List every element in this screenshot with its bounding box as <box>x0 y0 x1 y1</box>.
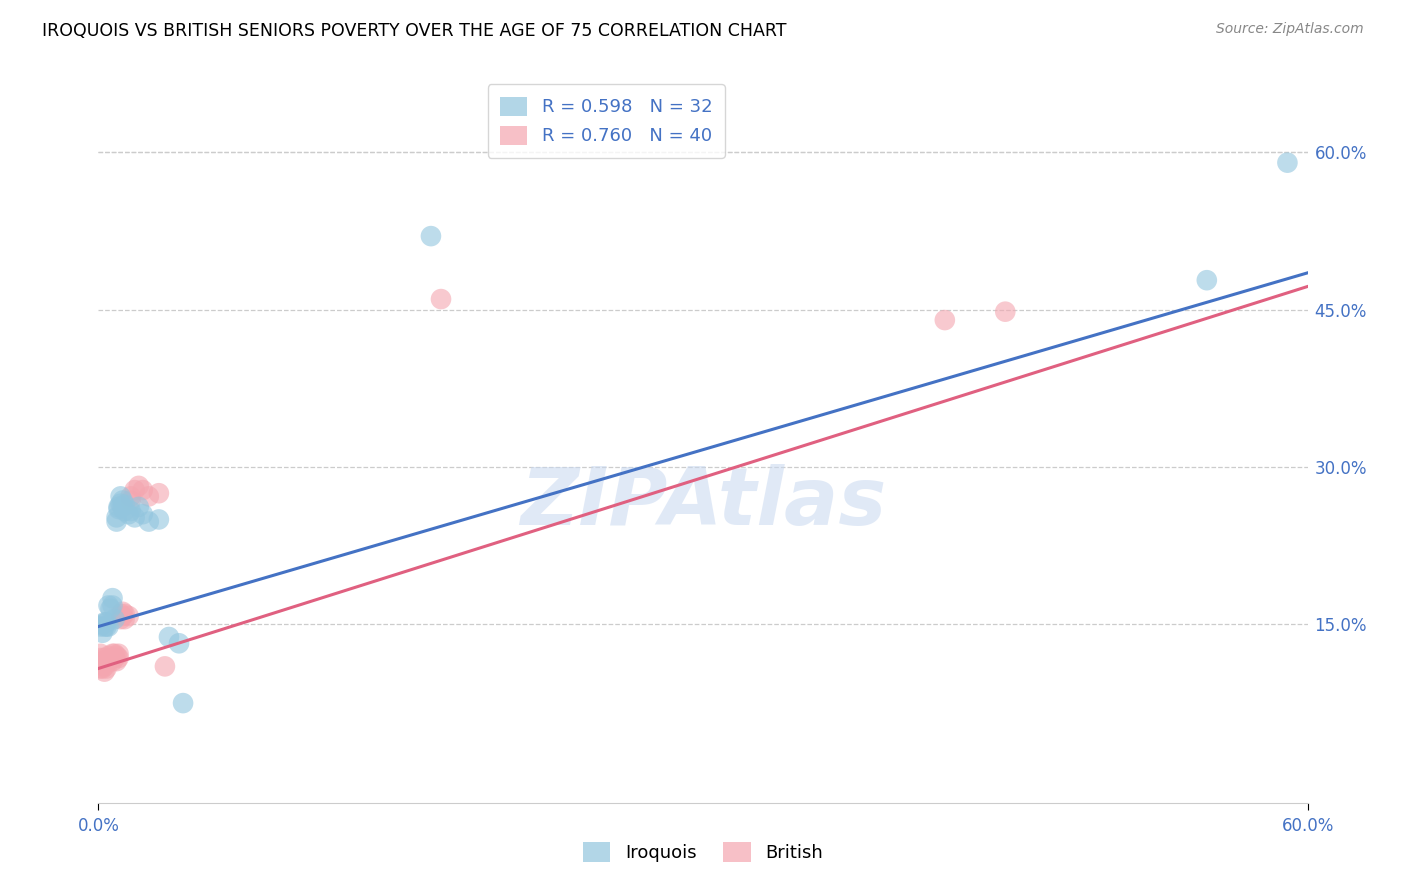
Point <box>120 504 142 518</box>
Point <box>91 617 114 632</box>
Point <box>110 489 132 503</box>
Point <box>111 609 134 624</box>
Point <box>96 661 118 675</box>
Point <box>110 607 132 621</box>
Point <box>1277 155 1299 169</box>
Point <box>96 619 118 633</box>
Point <box>101 599 124 613</box>
Point <box>101 654 124 668</box>
Point <box>132 483 155 497</box>
Point <box>934 313 956 327</box>
Point <box>91 654 114 668</box>
Point <box>420 229 443 244</box>
Point <box>120 493 142 508</box>
Point <box>107 647 129 661</box>
Point <box>107 651 129 665</box>
Point <box>105 648 128 663</box>
Point <box>107 502 129 516</box>
Point <box>148 512 170 526</box>
Point <box>89 657 111 672</box>
Point <box>101 591 124 606</box>
Point <box>1195 273 1218 287</box>
Point <box>153 659 176 673</box>
Point <box>167 636 190 650</box>
Point <box>114 498 136 512</box>
Point <box>93 619 115 633</box>
Point <box>103 651 125 665</box>
Point <box>118 507 141 521</box>
Point <box>138 515 160 529</box>
Point <box>111 500 134 514</box>
Point <box>93 659 115 673</box>
Point <box>157 630 180 644</box>
Point <box>93 615 115 630</box>
Point <box>114 504 136 518</box>
Point <box>97 619 120 633</box>
Point <box>105 654 128 668</box>
Point <box>124 483 146 497</box>
Legend: Iroquois, British: Iroquois, British <box>576 835 830 870</box>
Point <box>114 607 136 621</box>
Point <box>111 493 134 508</box>
Point <box>132 507 155 521</box>
Point <box>128 479 150 493</box>
Point <box>114 612 136 626</box>
Point <box>93 665 115 679</box>
Point <box>105 515 128 529</box>
Point <box>97 599 120 613</box>
Point <box>138 489 160 503</box>
Point <box>93 651 115 665</box>
Point <box>128 500 150 514</box>
Point <box>89 619 111 633</box>
Point <box>994 304 1017 318</box>
Point <box>100 601 122 615</box>
Point <box>89 651 111 665</box>
Point <box>96 654 118 668</box>
Point <box>100 651 122 665</box>
Text: Source: ZipAtlas.com: Source: ZipAtlas.com <box>1216 22 1364 37</box>
Point <box>96 615 118 630</box>
Legend: R = 0.598   N = 32, R = 0.760   N = 40: R = 0.598 N = 32, R = 0.760 N = 40 <box>488 84 725 158</box>
Text: ZIPAtlas: ZIPAtlas <box>520 464 886 542</box>
Point <box>430 292 453 306</box>
Point <box>101 647 124 661</box>
Point <box>103 612 125 626</box>
Point <box>103 647 125 661</box>
Point <box>89 647 111 661</box>
Point <box>172 696 194 710</box>
Point <box>148 486 170 500</box>
Point <box>120 489 142 503</box>
Point <box>107 500 129 514</box>
Point <box>97 648 120 663</box>
Point <box>118 609 141 624</box>
Point <box>111 605 134 619</box>
Point <box>89 661 111 675</box>
Point <box>105 510 128 524</box>
Point <box>91 661 114 675</box>
Point <box>110 612 132 626</box>
Point <box>124 510 146 524</box>
Point <box>91 625 114 640</box>
Point <box>110 497 132 511</box>
Point <box>97 654 120 668</box>
Text: IROQUOIS VS BRITISH SENIORS POVERTY OVER THE AGE OF 75 CORRELATION CHART: IROQUOIS VS BRITISH SENIORS POVERTY OVER… <box>42 22 787 40</box>
